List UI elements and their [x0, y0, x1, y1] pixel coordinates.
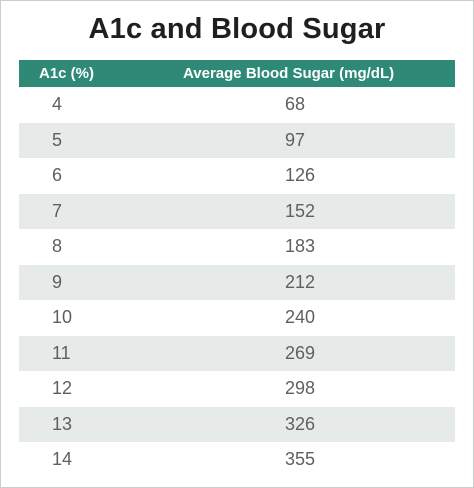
- table-row: 12 298: [19, 371, 455, 407]
- table-row: 9 212: [19, 264, 455, 300]
- cell-blood-sugar: 326: [285, 413, 316, 434]
- cell-a1c: 10: [52, 307, 73, 327]
- a1c-table: A1c (%) Average Blood Sugar (mg/dL) 4 68…: [19, 60, 455, 478]
- table-row: 13 326: [19, 406, 455, 442]
- cell-a1c: 9: [52, 271, 63, 292]
- cell-a1c: 12: [52, 378, 73, 398]
- cell-a1c: 5: [52, 129, 63, 150]
- cell-blood-sugar: 68: [285, 94, 306, 114]
- cell-a1c: 6: [52, 165, 63, 185]
- table-header-row: A1c (%) Average Blood Sugar (mg/dL): [19, 60, 455, 87]
- cell-a1c: 4: [52, 94, 63, 114]
- cell-blood-sugar: 240: [285, 307, 316, 327]
- cell-blood-sugar: 183: [285, 236, 316, 256]
- table-row: 4 68: [19, 87, 455, 123]
- cell-blood-sugar: 269: [285, 342, 316, 363]
- table-row: 5 97: [19, 122, 455, 158]
- cell-a1c: 11: [52, 342, 71, 363]
- table-row: 11 269: [19, 335, 455, 371]
- table-row: 6 126: [19, 158, 455, 194]
- cell-blood-sugar: 212: [285, 271, 316, 292]
- cell-a1c: 8: [52, 236, 63, 256]
- header-average-blood-sugar: Average Blood Sugar (mg/dL): [183, 65, 395, 82]
- table-title: A1c and Blood Sugar: [88, 13, 386, 45]
- table-row: 8 183: [19, 229, 455, 265]
- cell-a1c: 7: [52, 200, 63, 221]
- table-row: 14 355: [19, 442, 455, 478]
- table-row: 7 152: [19, 193, 455, 229]
- cell-a1c: 14: [52, 449, 73, 469]
- table-row: 10 240: [19, 300, 455, 336]
- cell-blood-sugar: 298: [285, 378, 316, 398]
- header-a1c: A1c (%): [39, 65, 95, 82]
- cell-blood-sugar: 355: [285, 449, 316, 469]
- cell-blood-sugar: 152: [285, 200, 316, 221]
- cell-a1c: 13: [52, 413, 73, 434]
- cell-blood-sugar: 97: [285, 129, 306, 150]
- cell-blood-sugar: 126: [285, 165, 316, 185]
